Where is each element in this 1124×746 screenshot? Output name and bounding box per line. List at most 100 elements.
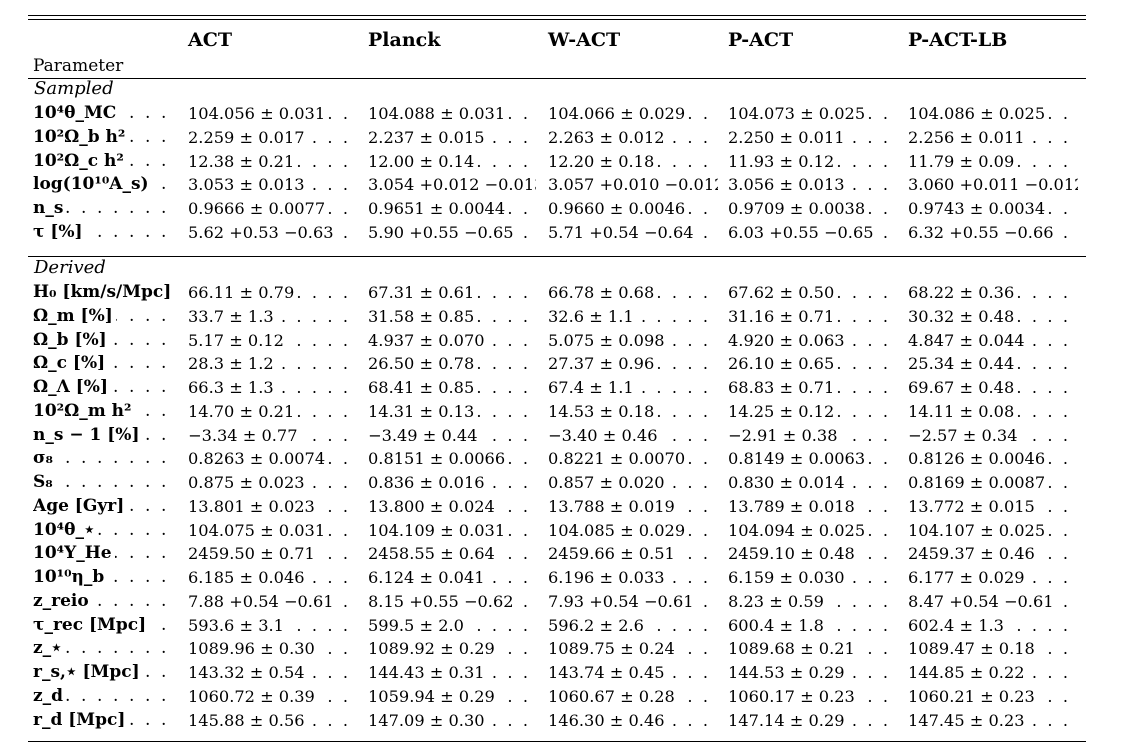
cell-value: 11.79 ± 0.09 bbox=[908, 151, 1018, 171]
bottom-rule bbox=[28, 741, 1086, 742]
leader-dots: . . . . . . . . . . . . . . . . . . . . … bbox=[33, 638, 178, 659]
cell-value: 8.47 +0.54 −0.61 bbox=[908, 591, 1057, 611]
row-label-text: σ₈ bbox=[33, 448, 56, 469]
table-row: . . . . . . . . . . . . . . . . . . . . … bbox=[0, 281, 1124, 305]
cell-w-act: . . . . . . . . . . . . . . . . . . . . … bbox=[548, 495, 718, 519]
cell-value: 14.53 ± 0.18 bbox=[548, 401, 658, 421]
cell-value: 104.073 ± 0.025 bbox=[728, 104, 869, 123]
cell-p-act-lb: . . . . . . . . . . . . . . . . . . . . … bbox=[908, 614, 1078, 638]
cell-act: . . . . . . . . . . . . . . . . . . . . … bbox=[188, 685, 356, 709]
cell-value: 0.836 ± 0.016 bbox=[368, 473, 488, 492]
cell-value: 1089.75 ± 0.24 bbox=[548, 639, 678, 659]
row-label-text: r_s,⋆ [Mpc] bbox=[33, 662, 143, 682]
table-row: . . . . . . . . . . . . . . . . . . . . … bbox=[0, 126, 1124, 150]
cell-p-act: . . . . . . . . . . . . . . . . . . . . … bbox=[728, 281, 898, 305]
cell-value: 1060.67 ± 0.28 bbox=[548, 686, 678, 706]
cell-value: 5.71 +0.54 −0.64 bbox=[548, 222, 697, 242]
cell-value: 3.057 +0.010 −0.012 bbox=[548, 175, 718, 195]
row-label-text: z_reio bbox=[33, 590, 92, 611]
cell-p-act: . . . . . . . . . . . . . . . . . . . . … bbox=[728, 424, 898, 448]
cell-value: 25.34 ± 0.44 bbox=[908, 354, 1018, 374]
cell-value: 1060.21 ± 0.23 bbox=[908, 686, 1038, 706]
cell-value: 14.31 ± 0.13 bbox=[368, 401, 478, 421]
row-label: . . . . . . . . . . . . . . . . . . . . … bbox=[33, 637, 178, 661]
cell-p-act: . . . . . . . . . . . . . . . . . . . . … bbox=[728, 150, 898, 174]
cell-value: 1060.17 ± 0.23 bbox=[728, 686, 858, 706]
cell-value: 6.124 ± 0.041 bbox=[368, 568, 488, 587]
table-row: . . . . . . . . . . . . . . . . . . . . … bbox=[0, 566, 1124, 590]
cell-value: 1060.72 ± 0.39 bbox=[188, 686, 318, 706]
row-label-text: Age [Gyr] bbox=[33, 495, 128, 516]
cell-p-act: . . . . . . . . . . . . . . . . . . . . … bbox=[728, 102, 898, 126]
cell-p-act: . . . . . . . . . . . . . . . . . . . . … bbox=[728, 566, 898, 590]
cell-value: 4.847 ± 0.044 bbox=[908, 330, 1028, 350]
cell-value: 14.70 ± 0.21 bbox=[188, 401, 298, 421]
cell-act: . . . . . . . . . . . . . . . . . . . . … bbox=[188, 221, 356, 245]
cell-value: 5.62 +0.53 −0.63 bbox=[188, 222, 337, 242]
leader-dots: . . . . . . . . . . . . . . . . . . . . … bbox=[33, 685, 178, 706]
cell-value: 12.00 ± 0.14 bbox=[368, 151, 478, 171]
cell-p-act-lb: . . . . . . . . . . . . . . . . . . . . … bbox=[908, 221, 1078, 245]
cell-planck: . . . . . . . . . . . . . . . . . . . . … bbox=[368, 424, 536, 448]
cell-value: 4.937 ± 0.070 bbox=[368, 330, 488, 350]
cell-planck: . . . . . . . . . . . . . . . . . . . . … bbox=[368, 590, 536, 614]
cell-p-act-lb: . . . . . . . . . . . . . . . . . . . . … bbox=[908, 126, 1078, 150]
cell-value: 1089.47 ± 0.18 bbox=[908, 639, 1038, 659]
row-label-text: z_d bbox=[33, 685, 67, 706]
cell-value: 8.15 +0.55 −0.62 bbox=[368, 591, 517, 611]
section-title-sampled: Sampled bbox=[34, 78, 114, 99]
cell-w-act: . . . . . . . . . . . . . . . . . . . . … bbox=[548, 566, 718, 590]
cell-value: 13.789 ± 0.018 bbox=[728, 496, 858, 516]
cell-value: 0.9743 ± 0.0034 bbox=[908, 199, 1049, 218]
cell-w-act: . . . . . . . . . . . . . . . . . . . . … bbox=[548, 400, 718, 424]
cell-value: 0.8169 ± 0.0087 bbox=[908, 473, 1049, 492]
cell-value: 104.085 ± 0.029 bbox=[548, 520, 689, 540]
cell-planck: . . . . . . . . . . . . . . . . . . . . … bbox=[368, 281, 536, 305]
cell-value: −2.91 ± 0.38 bbox=[728, 425, 841, 445]
cell-value: 31.58 ± 0.85 bbox=[368, 306, 478, 326]
cell-value: 26.10 ± 0.65 bbox=[728, 354, 838, 374]
row-label-text: Ω_b [%] bbox=[33, 329, 110, 350]
section-rule bbox=[28, 256, 1086, 257]
table-row: . . . . . . . . . . . . . . . . . . . . … bbox=[0, 352, 1124, 376]
cell-p-act-lb: . . . . . . . . . . . . . . . . . . . . … bbox=[908, 637, 1078, 661]
cell-value: 68.41 ± 0.85 bbox=[368, 378, 478, 397]
cell-value: 2459.66 ± 0.51 bbox=[548, 544, 678, 564]
cell-value: 12.38 ± 0.21 bbox=[188, 151, 298, 171]
cell-value: 104.107 ± 0.025 bbox=[908, 520, 1049, 540]
row-label-text: 10⁴Y_He bbox=[33, 543, 115, 564]
cell-value: 6.159 ± 0.030 bbox=[728, 568, 848, 587]
cell-planck: . . . . . . . . . . . . . . . . . . . . … bbox=[368, 542, 536, 566]
cell-planck: . . . . . . . . . . . . . . . . . . . . … bbox=[368, 329, 536, 353]
cell-p-act: . . . . . . . . . . . . . . . . . . . . … bbox=[728, 709, 898, 733]
cell-value: 144.85 ± 0.22 bbox=[908, 663, 1028, 682]
cell-p-act-lb: . . . . . . . . . . . . . . . . . . . . … bbox=[908, 150, 1078, 174]
cell-act: . . . . . . . . . . . . . . . . . . . . … bbox=[188, 376, 356, 400]
cell-value: 1089.92 ± 0.29 bbox=[368, 639, 498, 659]
cell-w-act: . . . . . . . . . . . . . . . . . . . . … bbox=[548, 661, 718, 685]
cell-p-act: . . . . . . . . . . . . . . . . . . . . … bbox=[728, 685, 898, 709]
table-row: . . . . . . . . . . . . . . . . . . . . … bbox=[0, 519, 1124, 543]
cell-p-act: . . . . . . . . . . . . . . . . . . . . … bbox=[728, 329, 898, 353]
column-header-p-act-lb: P-ACT-LB bbox=[908, 29, 1008, 51]
cell-planck: . . . . . . . . . . . . . . . . . . . . … bbox=[368, 102, 536, 126]
table-row: . . . . . . . . . . . . . . . . . . . . … bbox=[0, 685, 1124, 709]
cell-w-act: . . . . . . . . . . . . . . . . . . . . … bbox=[548, 376, 718, 400]
cell-value: 3.060 +0.011 −0.012 bbox=[908, 175, 1078, 195]
cell-act: . . . . . . . . . . . . . . . . . . . . … bbox=[188, 173, 356, 197]
cell-value: 2459.50 ± 0.71 bbox=[188, 544, 318, 564]
cell-planck: . . . . . . . . . . . . . . . . . . . . … bbox=[368, 637, 536, 661]
row-label-text: 10²Ω_b h² bbox=[33, 126, 129, 147]
cell-value: 600.4 ± 1.8 bbox=[728, 615, 827, 635]
cell-value: 6.196 ± 0.033 bbox=[548, 568, 668, 587]
cell-p-act-lb: . . . . . . . . . . . . . . . . . . . . … bbox=[908, 173, 1078, 197]
cell-value: −3.40 ± 0.46 bbox=[548, 425, 661, 445]
table-row: . . . . . . . . . . . . . . . . . . . . … bbox=[0, 221, 1124, 245]
row-label-text: 10²Ω_m h² bbox=[33, 400, 135, 421]
cell-p-act-lb: . . . . . . . . . . . . . . . . . . . . … bbox=[908, 542, 1078, 566]
cell-act: . . . . . . . . . . . . . . . . . . . . … bbox=[188, 197, 356, 221]
cell-planck: . . . . . . . . . . . . . . . . . . . . … bbox=[368, 495, 536, 519]
row-label-text: z_⋆ bbox=[33, 638, 65, 659]
cell-w-act: . . . . . . . . . . . . . . . . . . . . … bbox=[548, 519, 718, 543]
cell-value: 2458.55 ± 0.64 bbox=[368, 544, 498, 564]
